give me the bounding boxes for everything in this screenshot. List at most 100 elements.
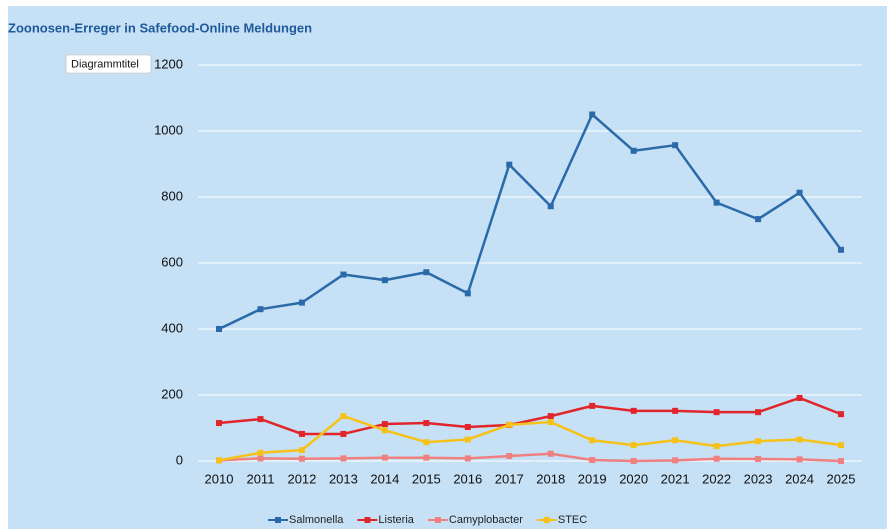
data-point: [340, 413, 347, 420]
x-tick-label: 2021: [661, 471, 690, 486]
data-point: [755, 456, 762, 463]
data-point: [506, 421, 513, 428]
y-tick-label: 1200: [154, 56, 183, 71]
x-tick-label: 2014: [370, 471, 399, 486]
data-point: [506, 161, 513, 168]
data-point: [589, 437, 596, 444]
legend-label: Camyplobacter: [449, 514, 523, 526]
x-tick-label: 2024: [785, 471, 814, 486]
data-point: [257, 416, 264, 423]
data-point: [298, 299, 305, 306]
data-point: [630, 147, 637, 154]
series-line: [218, 452, 842, 463]
data-point: [838, 442, 844, 449]
data-point: [506, 453, 513, 460]
x-tick-label: 2013: [329, 471, 358, 486]
plot-area: 0 200 400 600 800 1000 1200 2010 2011 2012 2013 201…: [154, 56, 862, 526]
x-tick-label: 2010: [205, 471, 234, 486]
data-point: [298, 430, 305, 437]
data-point: [547, 419, 554, 426]
data-point: [547, 413, 554, 420]
x-tick-label: 2025: [827, 471, 856, 486]
data-point: [216, 457, 222, 464]
x-tick-label: 2011: [246, 471, 274, 486]
data-point: [796, 436, 803, 443]
data-point: [423, 439, 430, 446]
x-tick-label: 2020: [619, 471, 648, 486]
y-tick-label: 1000: [154, 122, 183, 137]
data-point: [713, 409, 720, 416]
y-tick-label: 200: [161, 386, 183, 401]
x-tick-label: 2017: [495, 471, 524, 486]
data-point: [547, 450, 554, 457]
x-tick-label: 2018: [536, 471, 565, 486]
data-point: [672, 407, 679, 414]
legend-marker: [364, 517, 371, 523]
data-point: [755, 438, 762, 445]
data-point: [589, 402, 596, 409]
data-point: [381, 427, 388, 434]
data-point: [381, 454, 388, 461]
chart-background: [8, 6, 887, 529]
data-point: [257, 449, 264, 456]
legend-marker: [543, 517, 550, 523]
data-point: [672, 457, 679, 464]
data-point: [216, 326, 222, 332]
x-tick-label: 2019: [578, 471, 607, 486]
data-point: [630, 458, 637, 464]
data-point: [796, 394, 803, 401]
data-point: [547, 203, 554, 210]
data-point: [630, 407, 637, 414]
data-point: [216, 420, 222, 427]
y-tick-label: 0: [176, 452, 183, 467]
data-point: [464, 290, 471, 297]
data-point: [796, 456, 803, 463]
legend-label: Salmonella: [289, 514, 344, 526]
data-point: [257, 306, 264, 313]
data-point: [423, 420, 430, 427]
legend-marker: [434, 517, 441, 523]
data-point: [340, 271, 347, 278]
data-point: [423, 454, 430, 461]
legend-label: STEC: [558, 514, 587, 526]
data-point: [464, 455, 471, 462]
data-point: [298, 455, 305, 462]
x-tick-label: 2015: [412, 471, 441, 486]
data-point: [838, 411, 844, 418]
data-point: [713, 199, 720, 206]
data-point: [713, 443, 720, 450]
data-point: [464, 436, 471, 443]
tooltip: Diagrammtitel: [71, 58, 139, 70]
data-point: [423, 269, 430, 276]
legend-label: Listeria: [378, 514, 414, 526]
tooltip-box: [65, 54, 152, 74]
y-tick-label: 400: [161, 320, 183, 335]
data-point: [589, 457, 596, 464]
data-point: [340, 430, 347, 437]
x-tick-label: 2012: [287, 471, 316, 486]
y-tick-label: 600: [161, 254, 183, 269]
x-tick-label: 2023: [744, 471, 773, 486]
series-line: [218, 113, 843, 331]
legend-marker: [275, 517, 281, 523]
series-line: [218, 414, 842, 462]
x-tick-label: 2016: [453, 471, 482, 486]
data-point: [381, 421, 388, 428]
data-point: [838, 246, 844, 253]
data-point: [838, 458, 844, 464]
data-point: [755, 216, 762, 223]
data-point: [672, 437, 679, 444]
chart-title: Zoonosen-Erreger in Safefood-Online Meld…: [8, 20, 312, 35]
data-point: [589, 111, 596, 118]
legend: Salmonella Listeria Camyplobacter STEC: [268, 514, 587, 526]
data-point: [381, 277, 388, 284]
data-point: [630, 442, 637, 449]
data-point: [340, 455, 347, 462]
data-point: [672, 142, 679, 149]
data-point: [298, 447, 305, 454]
data-point: [755, 409, 762, 416]
data-point: [257, 455, 264, 462]
y-tick-label: 800: [161, 188, 183, 203]
data-point: [713, 455, 720, 462]
